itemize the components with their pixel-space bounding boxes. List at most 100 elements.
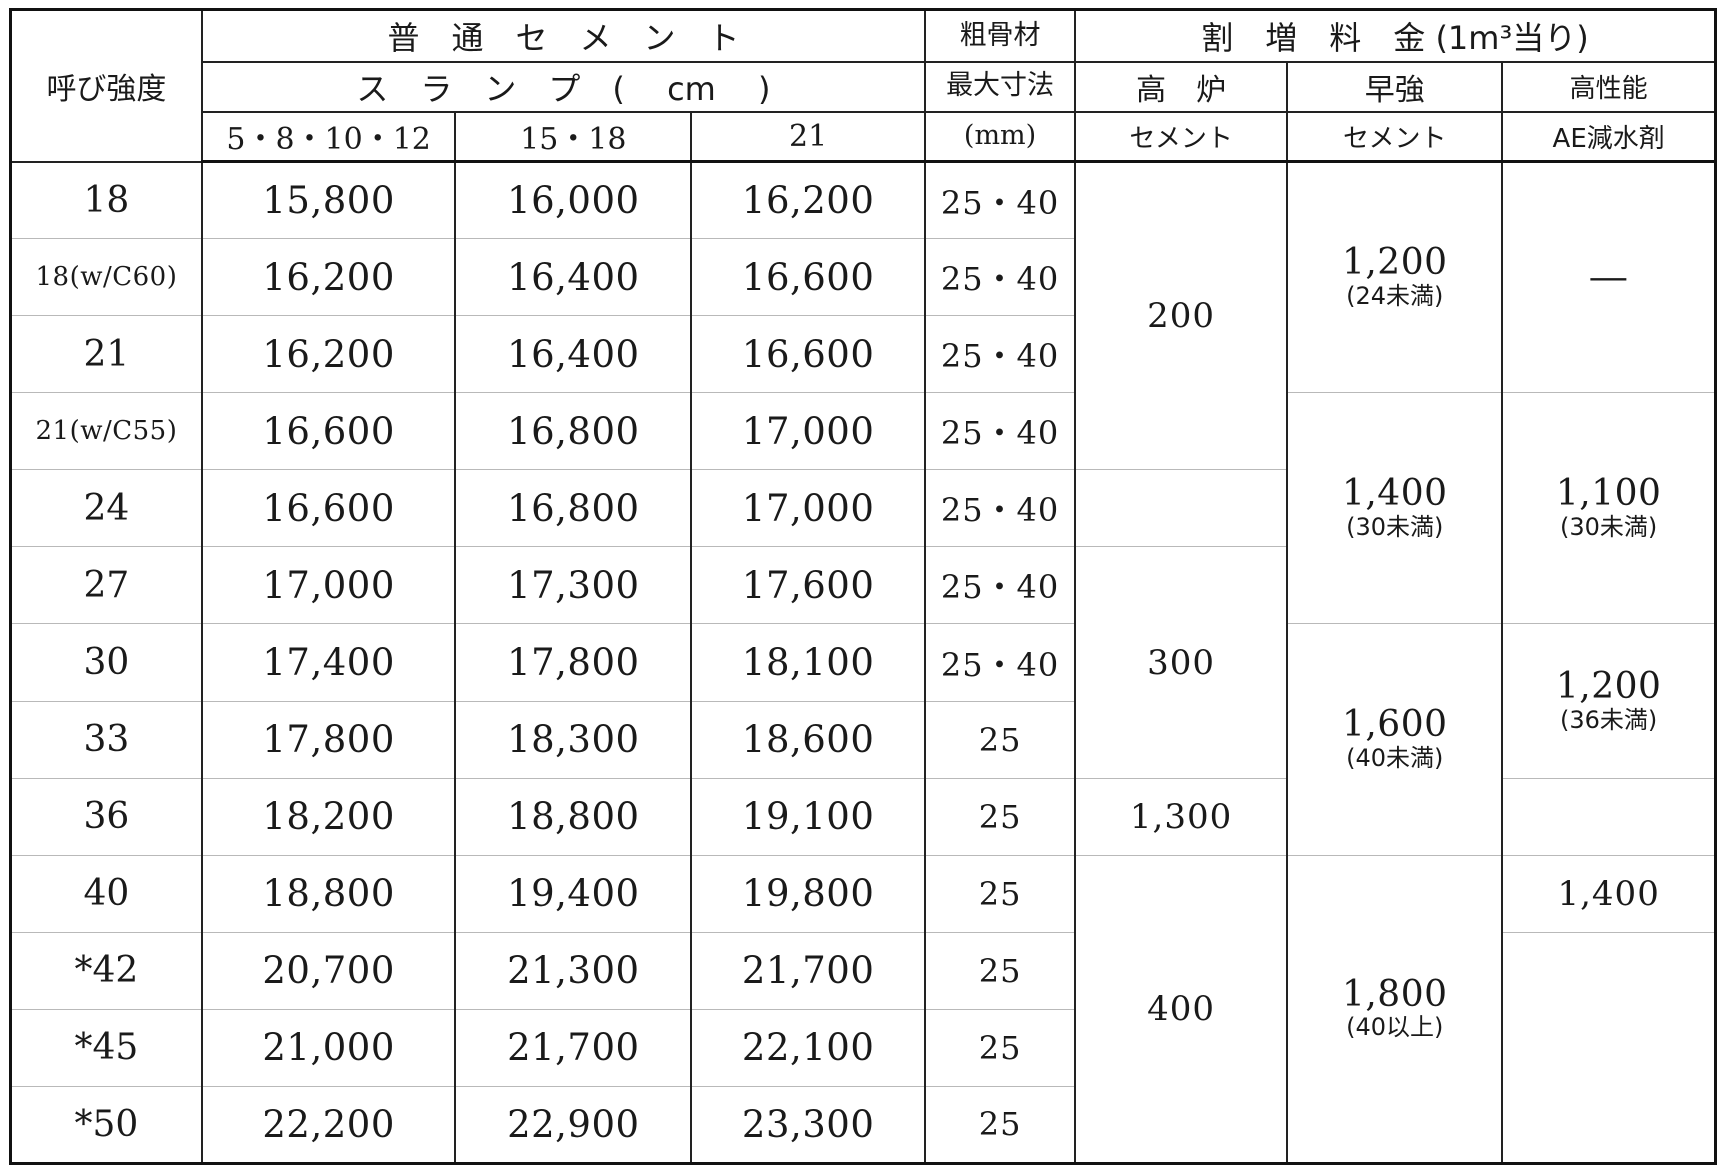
price-slump-5-12: 18,800 [200, 854, 457, 933]
price-slump-15-18: 22,900 [454, 1085, 693, 1165]
table-row: 30 17,400 17,800 18,100 25・40 1,600 (40未… [9, 623, 1717, 856]
high-perf-surcharge: 1,300 [1074, 777, 1289, 856]
header-normal-cement: 普 通 セ メ ン ト [200, 8, 927, 63]
strength-label: 27 [9, 546, 203, 625]
high-perf-surcharge: 1,200 (36未満) [1501, 623, 1717, 779]
aggregate-size: 25 [924, 931, 1077, 1010]
header-strength: 呼び強度 [9, 8, 203, 163]
table-row: 33 17,800 18,300 18,600 25 [9, 700, 1716, 779]
strength-label: 36 [9, 777, 203, 856]
early-strength-note: (40以上) [1346, 1013, 1444, 1042]
price-slump-5-12: 18,200 [200, 777, 457, 856]
price-slump-21: 22,100 [690, 1008, 927, 1087]
aggregate-size: 25 [924, 777, 1077, 856]
price-slump-5-12: 15,800 [200, 161, 457, 240]
price-slump-5-12: 16,200 [200, 238, 457, 317]
header-blast-furnace-line2: セメント [1074, 110, 1289, 164]
table-row: 40 18,800 19,400 19,800 25 400 1,800 (40… [9, 854, 1717, 1165]
price-slump-21: 16,200 [690, 161, 927, 240]
price-slump-5-12: 17,000 [200, 546, 457, 625]
high-perf-surcharge-empty [1501, 931, 1717, 1165]
aggregate-size: 25・40 [924, 623, 1077, 702]
price-slump-21: 17,000 [690, 392, 927, 471]
table-row: *50 22,200 22,900 23,300 25 [9, 1085, 1716, 1165]
early-strength-value: 1,800 [1341, 973, 1448, 1015]
price-slump-21: 17,000 [690, 469, 927, 548]
price-slump-5-12: 21,000 [200, 1008, 457, 1087]
early-strength-surcharge: 1,800 (40以上) [1286, 854, 1504, 1165]
price-slump-15-18: 17,800 [454, 623, 693, 702]
header-aggregate-line3: (mm) [924, 110, 1077, 164]
aggregate-size: 25・40 [924, 469, 1077, 548]
aggregate-size: 25・40 [924, 392, 1077, 471]
table-row: *45 21,000 21,700 22,100 25 [9, 1008, 1716, 1087]
price-slump-21: 19,100 [690, 777, 927, 856]
price-slump-21: 17,600 [690, 546, 927, 625]
blast-furnace-surcharge: 400 [1074, 854, 1289, 1165]
strength-label: *42 [9, 931, 203, 1010]
price-table: 呼び強度 普 通 セ メ ン ト 粗骨材 割 増 料 金 (1m³当り) ス ラ… [9, 8, 1717, 1165]
aggregate-size: 25・40 [924, 315, 1077, 394]
header-aggregate-line2: 最大寸法 [924, 60, 1077, 113]
aggregate-size: 25 [924, 1085, 1077, 1165]
strength-label: 21 [9, 315, 203, 394]
price-slump-5-12: 17,400 [200, 623, 457, 702]
blast-furnace-surcharge: 300 [1074, 546, 1289, 779]
aggregate-size: 25 [924, 1008, 1077, 1087]
strength-label: *45 [9, 1008, 203, 1087]
header-slump-col-2: 15・18 [454, 110, 693, 164]
price-slump-15-18: 19,400 [454, 854, 693, 933]
early-strength-note: (30未満) [1346, 512, 1444, 541]
table-row: 21 16,200 16,400 16,600 25・40 [9, 315, 1716, 394]
aggregate-size: 25 [924, 854, 1077, 933]
high-perf-surcharge: ― [1501, 161, 1717, 394]
price-slump-15-18: 21,300 [454, 931, 693, 1010]
price-slump-21: 18,600 [690, 700, 927, 779]
header-early-strength-line2: セメント [1286, 110, 1504, 164]
price-slump-15-18: 16,800 [454, 469, 693, 548]
price-slump-5-12: 16,600 [200, 392, 457, 471]
high-perf-surcharge: 1,100 (30未満) [1501, 392, 1717, 625]
header-high-perf-line1: 高性能 [1501, 60, 1717, 113]
price-slump-21: 23,300 [690, 1085, 927, 1165]
strength-label: 21(w/C55) [9, 392, 203, 471]
early-strength-note: (24未満) [1346, 282, 1444, 311]
early-strength-value: 1,200 [1341, 242, 1448, 284]
aggregate-size: 25・40 [924, 546, 1077, 625]
header-blast-furnace-line1: 高 炉 [1074, 60, 1289, 113]
price-slump-15-18: 16,000 [454, 161, 693, 240]
aggregate-size: 25・40 [924, 238, 1077, 317]
price-slump-5-12: 22,200 [200, 1085, 457, 1165]
price-slump-5-12: 17,800 [200, 700, 457, 779]
high-perf-value: 1,100 [1555, 473, 1662, 515]
header-slump-col-1: 5・8・10・12 [200, 110, 457, 164]
price-slump-15-18: 16,400 [454, 238, 693, 317]
early-strength-note: (40未満) [1346, 744, 1444, 773]
high-perf-surcharge: 1,400 [1501, 854, 1717, 933]
table-row: 18 15,800 16,000 16,200 25・40 200 1,200 … [9, 161, 1717, 471]
aggregate-size: 25・40 [924, 161, 1077, 240]
high-perf-note: (36未満) [1560, 705, 1658, 734]
strength-label: 18(w/C60) [9, 238, 203, 317]
table-row: 36 18,200 18,800 19,100 25 1,300 [9, 777, 1716, 856]
price-slump-15-18: 18,800 [454, 777, 693, 856]
price-slump-21: 19,800 [690, 854, 927, 933]
price-slump-15-18: 21,700 [454, 1008, 693, 1087]
early-strength-value: 1,600 [1341, 704, 1448, 746]
strength-label: 33 [9, 700, 203, 779]
table-row: *42 20,700 21,300 21,700 25 [9, 931, 1717, 1165]
header-early-strength-line1: 早強 [1286, 60, 1504, 113]
price-slump-15-18: 17,300 [454, 546, 693, 625]
price-slump-5-12: 16,200 [200, 315, 457, 394]
price-slump-5-12: 20,700 [200, 931, 457, 1010]
header-high-perf-line2: AE減水剤 [1501, 110, 1717, 164]
early-strength-value: 1,400 [1341, 473, 1448, 515]
table-row: 27 17,000 17,300 17,600 25・40 300 [9, 546, 1716, 779]
header-slump: ス ラ ン プ ( cm ) [200, 60, 927, 113]
high-perf-note: (30未満) [1560, 512, 1658, 541]
table-row: 21(w/C55) 16,600 16,800 17,000 25・40 1,4… [9, 392, 1717, 625]
strength-label: *50 [9, 1085, 203, 1165]
early-strength-surcharge: 1,200 (24未満) [1286, 161, 1504, 394]
high-perf-value: 1,200 [1555, 665, 1662, 707]
price-slump-21: 21,700 [690, 931, 927, 1010]
